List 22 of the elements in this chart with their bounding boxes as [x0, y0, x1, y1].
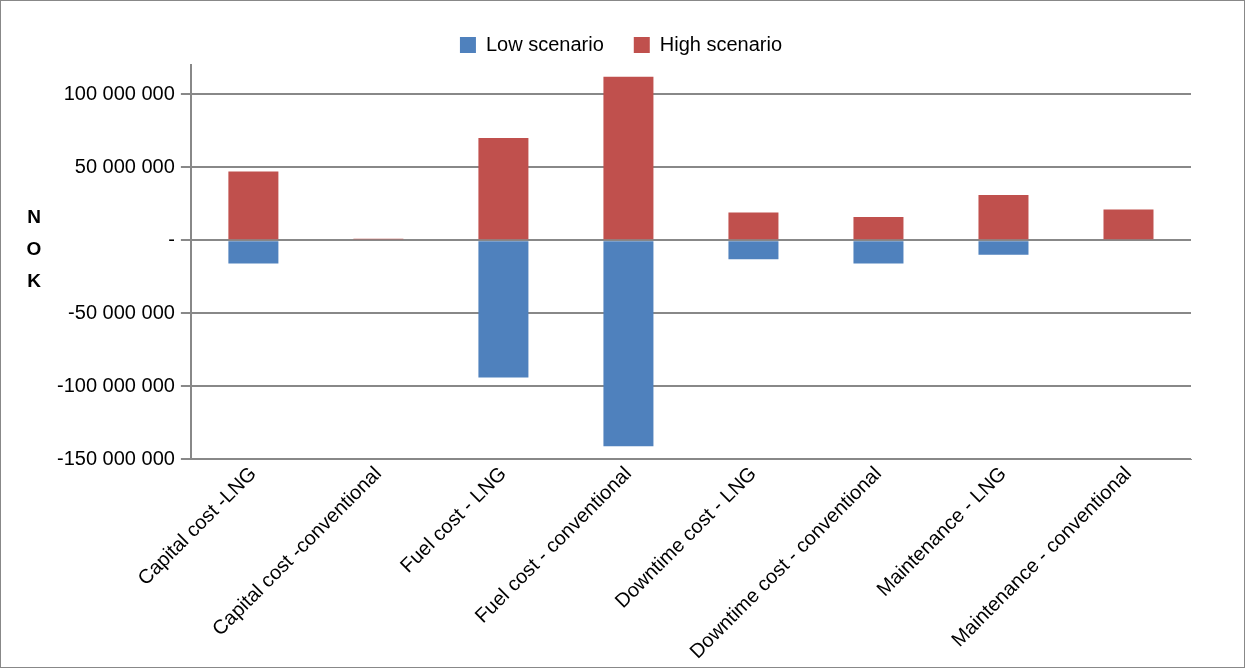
bar: [228, 171, 279, 240]
y-axis-title: NOK: [25, 205, 43, 293]
bar: [1103, 209, 1154, 240]
y-tick-label: -100 000 000: [56, 373, 175, 396]
y-tick-label: -50 000 000: [68, 300, 175, 323]
bar: [978, 194, 1029, 240]
y-tick-label: 50 000 000: [74, 154, 175, 177]
bar: [728, 241, 779, 260]
legend-label: Low scenario: [485, 32, 604, 55]
bar: [603, 241, 654, 447]
bar: [603, 76, 654, 240]
bar: [478, 138, 529, 240]
y-tick-label: -: [168, 227, 175, 250]
bar: [853, 216, 904, 240]
bar: [853, 241, 904, 264]
y-tick-label: -150 000 000: [56, 446, 175, 469]
bar: [978, 241, 1029, 255]
legend-label: High scenario: [659, 32, 783, 55]
y-tick-label: 100 000 000: [63, 81, 175, 104]
bar: [728, 212, 779, 240]
bar: [228, 241, 279, 264]
bar: [478, 241, 529, 378]
